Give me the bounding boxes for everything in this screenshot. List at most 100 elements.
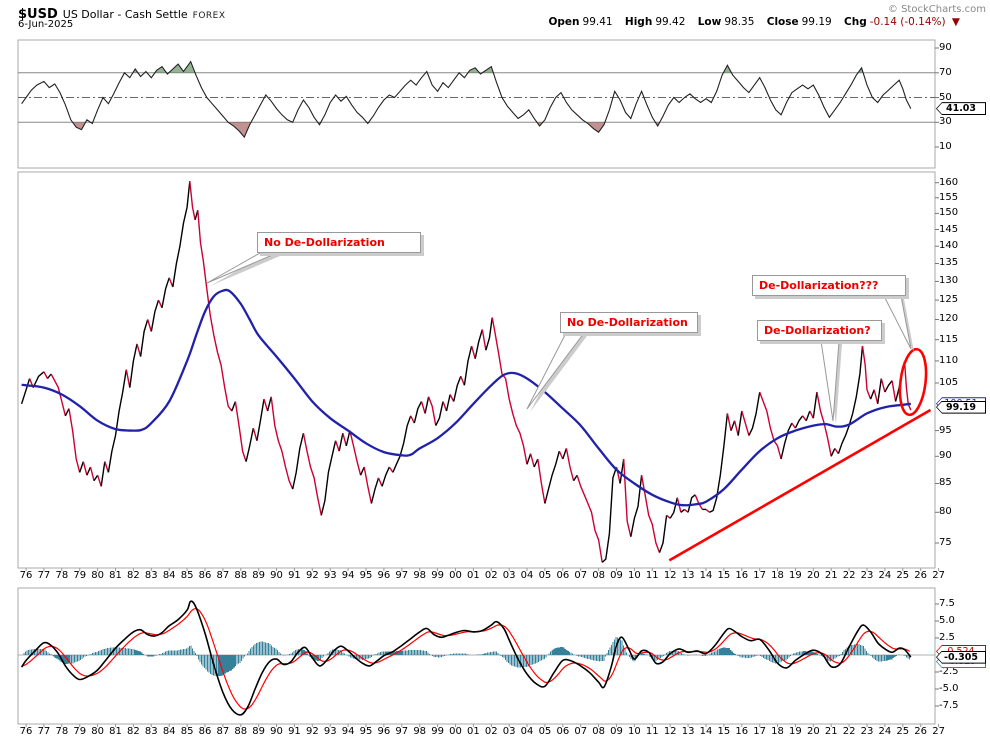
price-line-up	[573, 474, 578, 482]
histogram-bar	[379, 652, 381, 655]
histogram-bar	[877, 655, 879, 662]
close-label: Close	[766, 16, 799, 28]
x-year-label: 27	[932, 726, 945, 737]
histogram-bar	[351, 655, 353, 659]
histogram-bar	[427, 652, 429, 655]
histogram-bar	[715, 650, 717, 655]
histogram-bar	[106, 648, 109, 655]
histogram-bar	[488, 652, 490, 655]
histogram-bar	[436, 655, 438, 658]
price-line-down	[189, 181, 196, 220]
histogram-bar	[358, 655, 360, 660]
histogram-bar	[333, 649, 335, 655]
histogram-bar	[141, 652, 143, 655]
open-label: Open	[548, 16, 580, 28]
histogram-bar	[71, 655, 73, 664]
histogram-bar	[528, 655, 530, 666]
histogram-bar	[96, 651, 98, 655]
histogram-bar	[539, 655, 541, 661]
y-axis-label: 7.5	[939, 598, 955, 609]
histogram-bar	[579, 655, 581, 657]
histogram-bar	[672, 651, 674, 655]
x-year-label: 19	[789, 570, 802, 581]
y-axis-label: 80	[939, 506, 952, 518]
histogram-bar	[370, 655, 372, 657]
histogram-bar	[244, 655, 246, 657]
histogram-bar	[369, 655, 371, 659]
histogram-bar	[618, 638, 620, 655]
histogram-bar	[889, 655, 891, 660]
price-line-up	[231, 401, 237, 412]
histogram-bar	[879, 655, 881, 662]
histogram-bar	[166, 651, 168, 655]
histogram-bar	[634, 655, 636, 661]
histogram-bar	[45, 651, 47, 655]
histogram-bar	[757, 655, 759, 656]
x-year-label: 89	[252, 570, 266, 581]
histogram-bar	[50, 654, 52, 655]
price-line-down	[388, 466, 394, 473]
histogram-bar	[232, 655, 234, 670]
histogram-bar	[457, 653, 459, 655]
x-year-label: 24	[878, 570, 892, 581]
histogram-bar	[103, 648, 106, 655]
price-line-up	[474, 329, 483, 359]
x-year-label: 18	[771, 570, 784, 581]
histogram-bar	[139, 651, 141, 655]
close-price-tag: 99.19	[936, 400, 986, 414]
histogram-bar	[719, 648, 721, 655]
histogram-bar	[839, 655, 841, 656]
chart-header: $USD US Dollar - Cash Settle FOREX	[18, 3, 226, 22]
histogram-bar	[251, 646, 253, 655]
histogram-bar	[885, 655, 887, 661]
trendline	[668, 408, 932, 562]
y-axis-label: 155	[939, 191, 959, 203]
price-line-up	[544, 450, 560, 504]
histogram-bar	[218, 655, 220, 676]
histogram-bar	[655, 655, 657, 662]
histogram-bar	[482, 654, 484, 655]
price-line-up	[669, 497, 678, 519]
histogram-bar	[557, 647, 559, 655]
x-year-label: 87	[216, 726, 230, 737]
histogram-bar	[384, 651, 386, 655]
histogram-bar	[819, 655, 821, 656]
price-line-down	[623, 458, 632, 537]
histogram-bar	[680, 652, 683, 655]
chg-dropdown-arrow-icon[interactable]: ▼	[951, 16, 960, 28]
histogram-bar	[102, 649, 104, 655]
price-line-up	[730, 420, 736, 431]
histogram-bar	[788, 655, 790, 658]
histogram-bar	[508, 655, 510, 664]
histogram-bar	[837, 655, 839, 657]
y-axis-label: 90	[939, 42, 952, 53]
histogram-bar	[442, 655, 444, 657]
histogram-bar	[399, 650, 401, 655]
histogram-bar	[737, 655, 739, 656]
histogram-bar	[566, 650, 568, 655]
histogram-bar	[610, 645, 612, 655]
histogram-bar	[850, 645, 853, 655]
price-line-down	[427, 396, 437, 426]
chg-value: -0.14 (-0.14%)	[869, 16, 946, 28]
x-year-label: 26	[914, 570, 928, 581]
histogram-bar	[160, 653, 162, 655]
x-year-label: 96	[377, 726, 391, 737]
histogram-bar	[771, 655, 774, 663]
histogram-bar	[187, 647, 189, 655]
x-year-label: 83	[144, 570, 158, 581]
y-axis-label: 140	[939, 240, 959, 252]
histogram-bar	[117, 647, 119, 655]
x-year-label: 98	[413, 570, 427, 581]
y-axis-label: 10	[939, 141, 952, 152]
histogram-bar	[455, 653, 457, 655]
x-year-label: 92	[305, 726, 319, 737]
histogram-bar	[378, 652, 380, 655]
histogram-bar	[276, 650, 278, 655]
histogram-bar	[855, 644, 857, 655]
histogram-bar	[786, 655, 788, 659]
x-year-label: 76	[19, 570, 33, 581]
histogram-bar	[121, 647, 123, 655]
histogram-bar	[666, 653, 668, 655]
histogram-bar	[874, 655, 876, 661]
